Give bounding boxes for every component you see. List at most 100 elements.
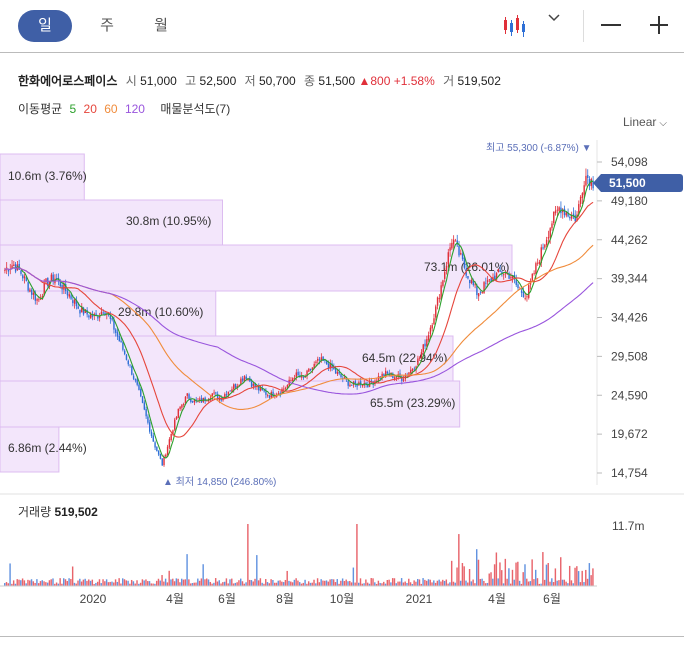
volume-bar (82, 579, 85, 586)
volume-bar (483, 580, 485, 586)
candle-body (141, 396, 144, 403)
candle-body (91, 314, 94, 317)
volume-bar (495, 552, 498, 586)
volume-bar (535, 569, 537, 586)
low-marker: ▲ 최저 14,850 (246.80%) (163, 476, 276, 488)
volume-bar (295, 578, 297, 586)
volume-bar (520, 583, 523, 586)
volume-bar (568, 565, 571, 586)
candle-body (292, 378, 294, 382)
candle-body (440, 285, 442, 300)
candlestick-icon[interactable] (502, 12, 530, 40)
low-label: 저 (244, 74, 256, 88)
volume-profile-label: 65.5m (23.29%) (370, 396, 455, 410)
candle-body (497, 269, 500, 273)
candle-body (136, 379, 138, 385)
volume-bar (309, 582, 312, 586)
candle-body (561, 209, 564, 213)
volume-bar (136, 580, 138, 586)
volume-bar (318, 582, 321, 586)
volume-bar (420, 583, 423, 586)
volume-bar (141, 579, 144, 586)
volume-bar (406, 582, 408, 586)
volume-bar (275, 582, 278, 586)
volume-bar (272, 580, 274, 586)
price-chart[interactable]: 10.6m (3.76%) 30.8m (10.95%) 73.1m (26.01%… (0, 140, 694, 636)
volume-bar (105, 579, 108, 586)
candle-body (499, 270, 501, 272)
volume-bar (332, 579, 335, 586)
candle-body (254, 382, 256, 388)
volume-bar (96, 581, 99, 586)
candle-body (120, 340, 122, 343)
chevron-down-icon[interactable] (548, 14, 560, 22)
candle-body (469, 279, 471, 284)
candle-body (61, 285, 63, 290)
volume-bar (390, 582, 392, 586)
candle-body (295, 372, 298, 378)
volume-bar (37, 583, 40, 586)
volume-bar (547, 563, 549, 586)
volume-bar (279, 580, 281, 586)
tab-weekly[interactable]: 주 (100, 17, 114, 34)
candle-body (75, 300, 78, 307)
candle-body (118, 336, 121, 342)
close-value: 51,500 (318, 74, 356, 88)
candle-body (545, 239, 548, 245)
volume-bar (411, 583, 414, 586)
price-axis: 54,098 49,180 44,262 39,344 34,426 29,508 24,5… (597, 155, 648, 480)
candle-body (23, 276, 26, 279)
price-tick-label: 14,754 (611, 466, 648, 480)
volume-bar (238, 580, 240, 586)
candle-body (170, 433, 172, 441)
candle-body (479, 291, 482, 293)
volume-bar (27, 579, 29, 586)
volume-bar (64, 579, 67, 586)
candle-body (290, 379, 292, 381)
volume-bar (191, 583, 194, 586)
candle-body (490, 278, 492, 283)
tab-monthly[interactable]: 월 (154, 17, 168, 34)
stock-name: 한화에어로스페이스 (18, 74, 118, 88)
low-value: 50,700 (258, 74, 296, 88)
volume-bar (70, 579, 72, 586)
time-tick-label: 10월 (330, 592, 354, 606)
candle-body (52, 274, 54, 282)
candle-body (320, 357, 323, 361)
volume-bar (358, 582, 360, 586)
volume-bar (243, 583, 246, 586)
volume-bar (479, 578, 482, 586)
plus-icon[interactable] (650, 16, 668, 34)
tab-daily[interactable]: 일 (18, 10, 72, 42)
candle-body (229, 390, 231, 392)
volume-bar (449, 582, 451, 586)
candle-body (349, 384, 351, 387)
minus-icon[interactable] (601, 24, 621, 26)
candle-body (554, 210, 557, 214)
candle-body (536, 262, 539, 264)
volume-bar (493, 564, 496, 586)
volume-bar (75, 583, 77, 586)
volume-bar (138, 583, 140, 586)
volume-bar (261, 582, 263, 586)
volume-bar (54, 583, 56, 586)
volume-bar (88, 579, 90, 586)
volume-bar (157, 578, 160, 586)
volume-bar (461, 563, 464, 586)
ma-20: 20 (83, 102, 97, 116)
candle-body (213, 392, 215, 394)
candle-body (431, 325, 433, 329)
time-tick-label: 4월 (488, 592, 506, 606)
volume-bar (184, 579, 187, 586)
scale-selector[interactable]: Linear ⌵ (623, 115, 667, 129)
volume-bar (375, 583, 378, 586)
candle-body (520, 290, 523, 293)
volume-bar (45, 582, 47, 586)
indicator-legend[interactable]: 이동평균 5 20 60 120 매물분석도(7) (18, 100, 234, 117)
candle-body (77, 306, 79, 309)
volume-bar (508, 568, 510, 586)
volume-bar (434, 582, 437, 586)
volume-bar (270, 579, 272, 586)
volume-bar (220, 583, 222, 586)
candle-body (259, 387, 262, 391)
